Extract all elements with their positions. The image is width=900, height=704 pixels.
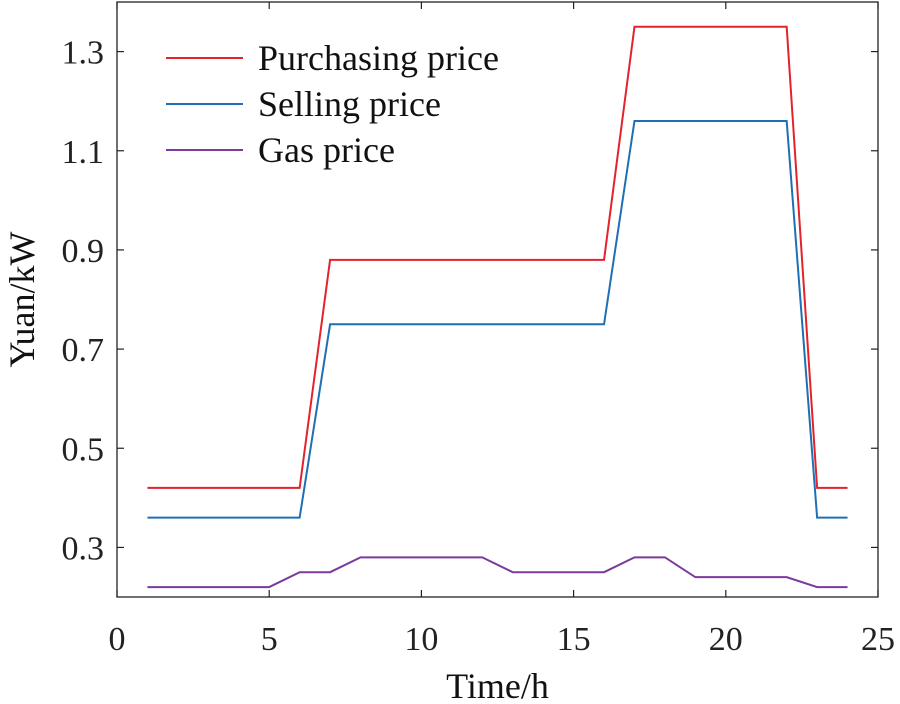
series-layer	[147, 25, 848, 589]
series-line-3	[147, 556, 848, 589]
x-axis-title: Time/h	[446, 666, 549, 704]
y-tick-label: 1.3	[62, 35, 105, 72]
x-tick-label: 15	[557, 621, 591, 658]
x-tick-label: 20	[709, 621, 743, 658]
y-axis-title: Yuan/kW	[2, 231, 42, 367]
y-tick-label: 0.5	[62, 431, 105, 468]
y-tick-label: 1.1	[62, 134, 105, 171]
y-tick-label: 0.7	[62, 332, 105, 369]
x-tick-label: 5	[261, 621, 278, 658]
x-tick-label: 25	[861, 621, 895, 658]
series-line-2	[147, 120, 848, 519]
y-tick-label: 0.3	[62, 530, 105, 567]
legend-label: Gas price	[258, 130, 395, 170]
x-tick-label: 10	[404, 621, 438, 658]
legend: Purchasing price Selling price Gas price	[166, 38, 499, 170]
plot-frame	[116, 1, 879, 598]
ticks-layer	[116, 2, 879, 597]
y-tick-labels: 0.3 0.5 0.7 0.9 1.1 1.3	[62, 35, 105, 568]
y-tick-label: 0.9	[62, 233, 105, 270]
series-line-1	[147, 25, 848, 489]
x-tick-label: 0	[109, 621, 126, 658]
x-tick-labels: 0 5 10 15 20 25	[109, 621, 896, 658]
legend-label: Purchasing price	[258, 38, 499, 78]
legend-label: Selling price	[258, 84, 441, 124]
